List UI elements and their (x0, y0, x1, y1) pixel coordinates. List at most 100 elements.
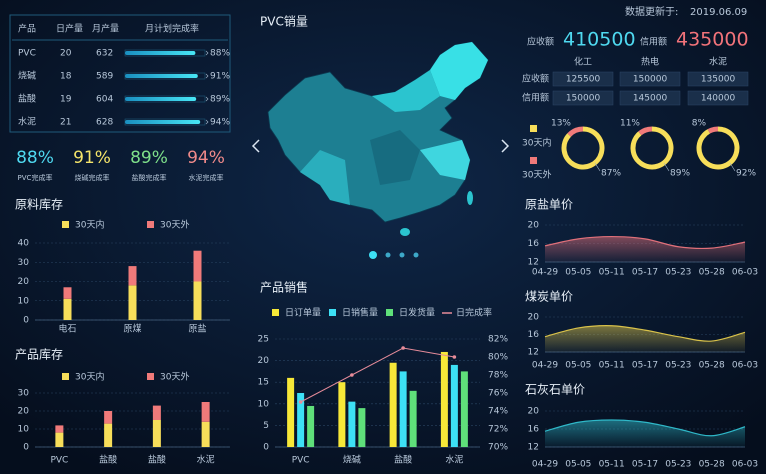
carousel-dot[interactable] (413, 252, 419, 258)
receivable-cell-value: 150000 (633, 75, 668, 85)
ring-arc (567, 126, 584, 137)
legend-swatch (329, 309, 336, 316)
chart-title: 原盐单价 (525, 198, 573, 212)
bar-segment (55, 425, 64, 433)
map-title: PVC销量 (260, 15, 308, 29)
x-tick-label: 盐酸 (99, 454, 117, 466)
bar (307, 405, 315, 447)
y-tick-label: 40 (18, 239, 30, 249)
x-tick-label: 05-11 (599, 460, 625, 470)
ring-label: 11% (620, 119, 640, 129)
progress-chevron (205, 96, 209, 102)
receivable-value: 410500 (563, 29, 636, 51)
x-tick-label: 06-03 (732, 460, 758, 470)
progress-chevron (205, 73, 209, 79)
bar-segment (152, 420, 161, 447)
x-tick-label: PVC (50, 456, 68, 466)
ring-label: 8% (692, 119, 707, 129)
y2-tick-label: 76% (488, 389, 508, 399)
chart-title: 石灰石单价 (525, 383, 585, 397)
y-tick-label: 20 (18, 277, 30, 287)
table-header: 日产量 (56, 23, 83, 35)
progress-bar (125, 74, 198, 78)
x-tick-label: 05-28 (699, 460, 725, 470)
legend-swatch (386, 309, 393, 316)
legend-label: 日订单量 (285, 307, 321, 319)
receivable-cell-value: 145000 (633, 94, 668, 104)
x-tick-label: 06-03 (732, 268, 758, 278)
rate-point (452, 355, 457, 359)
y-tick-label: 0 (263, 443, 269, 453)
ring-leader (594, 162, 601, 172)
legend-label: 日销售量 (342, 307, 378, 319)
receivable-column: 热电 (641, 56, 659, 68)
y-tick-label: 30 (18, 389, 30, 399)
legend-label: 30天外 (522, 169, 551, 181)
map-region (370, 130, 420, 185)
bar-segment (152, 405, 161, 420)
bar-segment (63, 287, 72, 299)
table-cell: 21 (60, 118, 71, 128)
completion-label: 烧碱完成率 (75, 173, 110, 182)
x-tick-label: 04-29 (532, 268, 558, 278)
price-line (544, 419, 746, 437)
bar (358, 408, 366, 447)
legend-swatch (62, 221, 69, 228)
table-cell: 589 (96, 72, 113, 82)
carousel-dot[interactable] (399, 252, 405, 258)
bar-segment (193, 250, 202, 282)
ring-label: 87% (601, 169, 621, 179)
bar-segment (55, 432, 64, 447)
bar-segment (128, 285, 137, 320)
price-area (545, 236, 745, 262)
y2-tick-label: 78% (488, 371, 508, 381)
map-region (430, 42, 488, 100)
y-tick-label: 12 (528, 348, 539, 358)
completion-rate: 89% (130, 148, 168, 168)
receivable-label: 信用额 (640, 36, 667, 48)
y-tick-label: 30 (18, 258, 30, 268)
receivable-cell (552, 90, 614, 106)
y-tick-label: 12 (528, 258, 539, 268)
ring-leader (729, 162, 736, 172)
receivable-cell (687, 90, 749, 106)
prev-arrow[interactable] (251, 139, 260, 153)
carousel-dot[interactable] (385, 252, 391, 258)
x-tick-label: 04-29 (532, 460, 558, 470)
price-line (544, 235, 746, 250)
x-tick-label: 烧碱 (343, 454, 361, 466)
rate-point (350, 373, 354, 377)
y-tick-label: 16 (528, 330, 540, 340)
bar-segment (104, 423, 113, 447)
ring-label: 92% (736, 169, 756, 179)
y2-tick-label: 74% (488, 407, 508, 417)
y-tick-label: 12 (528, 443, 539, 453)
next-arrow[interactable] (501, 139, 510, 153)
bar-segment (201, 402, 210, 422)
table-header: 月计划完成率 (145, 23, 199, 35)
x-tick-label: 05-23 (665, 268, 691, 278)
x-tick-label: 06-03 (732, 361, 758, 371)
progress-label: 91% (210, 72, 230, 82)
receivable-row-label: 信用额 (522, 92, 549, 104)
bar (399, 371, 407, 447)
y-tick-label: 20 (258, 356, 270, 366)
chart-title: 原料库存 (15, 197, 63, 212)
receivable-row-label: 应收额 (522, 73, 549, 85)
receivable-column: 水泥 (709, 56, 727, 68)
price-area (545, 420, 745, 447)
x-tick-label: 05-05 (565, 361, 591, 371)
y2-tick-label: 70% (488, 443, 508, 453)
x-tick-label: 05-23 (665, 460, 691, 470)
carousel-dot[interactable] (369, 251, 377, 259)
x-tick-label: 原煤 (123, 323, 141, 335)
bar (297, 393, 305, 447)
chart-title: 产品销售 (260, 280, 308, 295)
receivable-cell-value: 125500 (566, 75, 601, 85)
x-tick-label: 05-11 (599, 361, 625, 371)
bar (389, 362, 397, 447)
table-cell: 盐酸 (18, 93, 36, 105)
ring-arc (638, 126, 653, 136)
